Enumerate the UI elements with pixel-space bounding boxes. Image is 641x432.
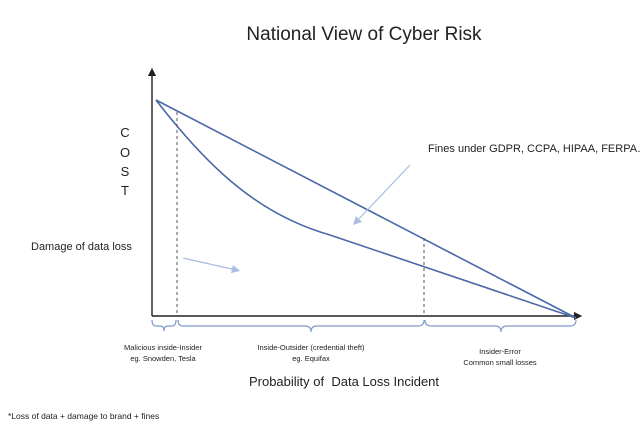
damage-curve	[155, 99, 577, 319]
segment-label: eg. Equifax	[292, 354, 330, 363]
segment-label: eg. Snowden, Tesla	[130, 354, 196, 363]
segment-label: Inside-Outsider (credential theft)	[257, 343, 365, 352]
diagram-title: National View of Cyber Risk	[246, 24, 482, 45]
y-axis-letter: C	[120, 125, 129, 140]
y-axis-letter: O	[120, 145, 130, 160]
segment-label: Common small losses	[463, 358, 537, 367]
fines-annotation: Fines under GDPR, CCPA, HIPAA, FERPA…	[428, 143, 641, 155]
y-axis-letter: T	[121, 183, 129, 198]
footnote: *Loss of data + damage to brand + fines	[8, 411, 159, 421]
bracket-malicious	[151, 319, 177, 332]
segment-label: Insider-Error	[479, 347, 521, 356]
fines-pointer-arrow	[353, 164, 411, 226]
fines-line	[155, 99, 577, 319]
y-axis-letter: S	[121, 164, 130, 179]
damage-pointer-arrow	[182, 257, 241, 274]
x-axis-label: Probability of Data Loss Incident	[249, 374, 439, 389]
damage-annotation: Damage of data loss	[31, 241, 132, 253]
segment-label: Malicious inside-Insider	[124, 343, 202, 352]
bracket-insider-error	[424, 319, 577, 333]
bracket-inside-outsider	[177, 319, 425, 333]
y-axis-label: C O S T	[120, 125, 130, 198]
